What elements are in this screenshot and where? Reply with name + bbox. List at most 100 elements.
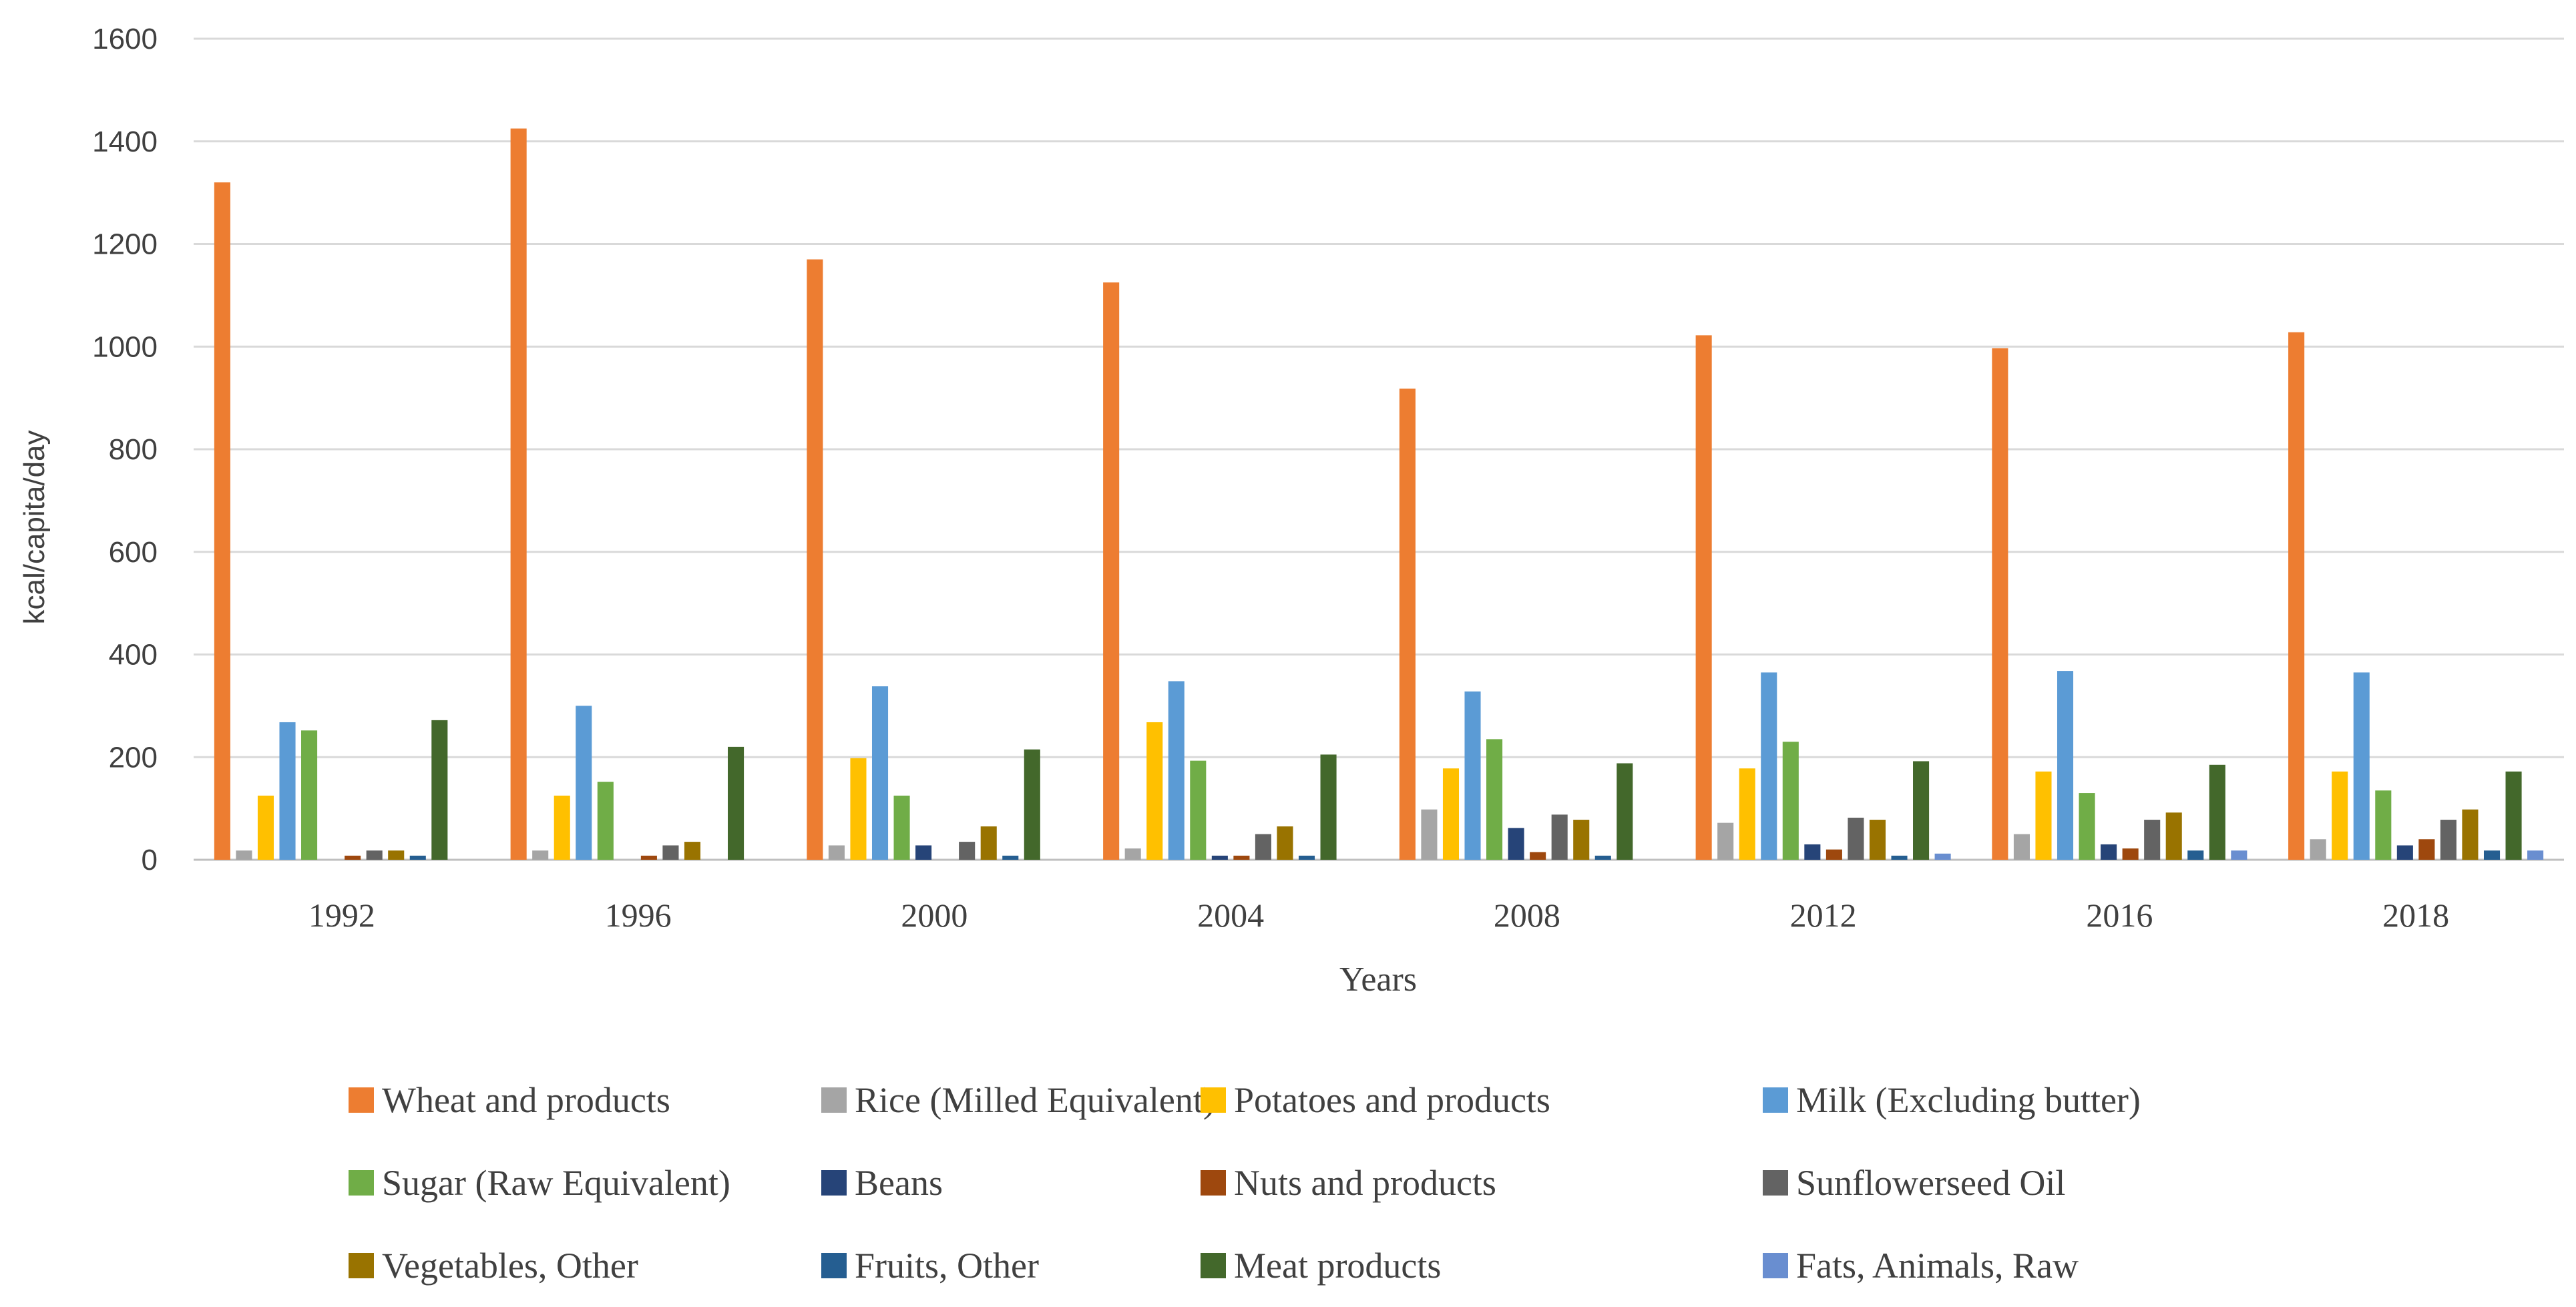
bar: [684, 842, 701, 860]
bar: [510, 128, 527, 860]
bar: [1421, 809, 1438, 860]
bar: [1594, 855, 1611, 860]
bar: [2057, 671, 2074, 860]
y-tick-label: 1200: [92, 228, 158, 261]
bar: [2079, 793, 2095, 860]
bar: [554, 795, 570, 860]
legend-label: Sugar (Raw Equivalent): [382, 1163, 730, 1203]
y-tick-label: 1400: [92, 125, 158, 158]
bar: [2310, 839, 2326, 860]
y-tick-label: 1600: [92, 23, 158, 55]
x-tick-label: 2008: [1494, 896, 1560, 934]
legend-swatch: [349, 1087, 374, 1113]
bar: [1739, 768, 1755, 860]
bar: [1124, 848, 1141, 860]
bar: [2440, 820, 2456, 860]
bar: [893, 795, 910, 860]
bar: [2231, 850, 2247, 860]
y-tick-label: 600: [109, 536, 158, 569]
legend-swatch: [349, 1253, 374, 1278]
x-tick-label: 2004: [1197, 896, 1264, 934]
x-tick-label: 2018: [2382, 896, 2449, 934]
legend-label: Fats, Animals, Raw: [1796, 1246, 2079, 1286]
legend-swatch: [1201, 1253, 1226, 1278]
legend-swatch: [821, 1253, 847, 1278]
bar: [214, 182, 230, 860]
bar: [576, 706, 592, 860]
bar: [1002, 855, 1019, 860]
bar: [959, 842, 976, 860]
bar: [345, 855, 361, 860]
x-tick-labels: 1992 1996 2000 2004 2008 2012 2016 2018: [308, 896, 2449, 934]
bar: [1399, 388, 1416, 860]
bar: [1320, 754, 1337, 860]
bar: [807, 259, 823, 860]
bar: [301, 730, 318, 860]
bar: [1869, 820, 1886, 860]
bar: [1255, 834, 1271, 860]
bar: [366, 850, 383, 860]
bar: [2035, 771, 2052, 860]
bar: [915, 845, 932, 860]
x-tick-label: 2000: [901, 896, 968, 934]
legend-swatch: [1201, 1170, 1226, 1196]
bar: [1168, 681, 1185, 860]
bar: [2527, 850, 2544, 860]
bar: [2122, 848, 2139, 860]
bar: [1024, 749, 1040, 860]
bar: [1146, 722, 1163, 860]
bar: [1573, 820, 1590, 860]
bar: [728, 746, 744, 860]
bar: [1761, 672, 1777, 860]
x-tick-label: 1996: [605, 896, 672, 934]
bar: [1617, 763, 1633, 860]
bar: [388, 850, 405, 860]
bar: [850, 758, 867, 860]
bar: [662, 845, 679, 860]
y-tick-labels: 0 200 400 600 800 1000 1200 1400 1600: [92, 23, 158, 876]
legend-swatch: [821, 1170, 847, 1196]
legend: Wheat and products Rice (Milled Equivalen…: [349, 1080, 2141, 1286]
x-tick-label: 2012: [1790, 896, 1857, 934]
bars: [214, 128, 2544, 860]
bar: [2353, 672, 2370, 860]
x-tick-label: 1992: [308, 896, 375, 934]
legend-swatch: [1763, 1170, 1788, 1196]
bar: [2505, 771, 2522, 860]
legend-label: Vegetables, Other: [382, 1246, 638, 1286]
legend-swatch: [1201, 1087, 1226, 1113]
legend-swatch: [349, 1170, 374, 1196]
bar: [1848, 817, 1864, 860]
bar: [1782, 742, 1799, 860]
legend-label: Wheat and products: [382, 1080, 670, 1120]
legend-label: Fruits, Other: [855, 1246, 1039, 1286]
legend-label: Meat products: [1234, 1246, 1441, 1286]
bar: [1695, 335, 1712, 860]
bar: [1934, 853, 1951, 860]
bar: [2332, 771, 2348, 860]
legend-label: Potatoes and products: [1234, 1080, 1550, 1120]
legend-swatch: [1763, 1087, 1788, 1113]
y-tick-label: 0: [142, 844, 158, 876]
bar: [1277, 826, 1293, 860]
legend-label: Rice (Milled Equivalent): [855, 1080, 1215, 1120]
bar: [1233, 855, 1250, 860]
bar: [1442, 768, 1460, 860]
bar: [2013, 834, 2030, 860]
bar: [2288, 332, 2305, 860]
bar: [2144, 820, 2161, 860]
bar: [1826, 849, 1842, 860]
legend-label: Sunflowerseed Oil: [1796, 1163, 2065, 1203]
bar: [279, 722, 296, 860]
bar: [871, 686, 889, 860]
bar: [257, 795, 274, 860]
bar: [236, 850, 252, 860]
bar: [1992, 348, 2008, 860]
bar: [1190, 760, 1207, 860]
y-tick-label: 200: [109, 741, 158, 774]
bar: [980, 826, 997, 860]
bar: [1211, 855, 1228, 860]
bar: [2462, 809, 2479, 860]
bar: [1103, 282, 1120, 860]
